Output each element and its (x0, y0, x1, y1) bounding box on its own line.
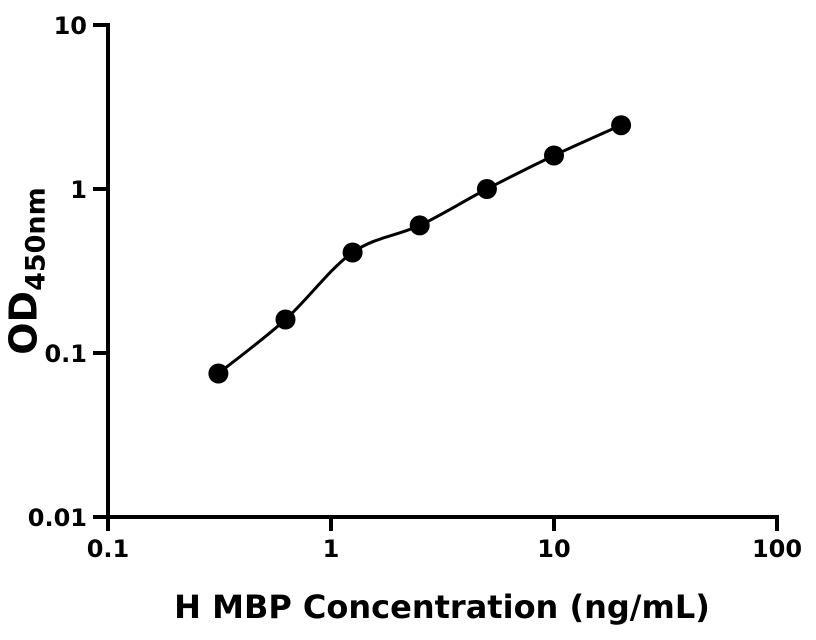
y-tick-label: 1 (70, 176, 87, 204)
data-point (611, 115, 632, 136)
data-point (544, 145, 564, 166)
data-point (208, 363, 229, 384)
y-tick-label: 0.1 (44, 340, 87, 368)
data-point (275, 309, 296, 330)
axis-spines (106, 23, 779, 519)
y-axis-title-main: OD (1, 290, 46, 355)
x-tick-label: 10 (537, 535, 570, 563)
y-axis-title-subscript: 450nm (20, 187, 52, 291)
y-axis-title: OD450nm (1, 187, 52, 355)
x-tick-label: 0.1 (87, 535, 130, 563)
y-tick-label: 0.01 (28, 504, 87, 532)
x-tick-label: 100 (752, 535, 802, 563)
data-point (476, 179, 497, 199)
y-tick-label: 10 (54, 12, 87, 40)
data-point (409, 215, 430, 236)
x-axis-title: H MBP Concentration (ng/mL) (174, 588, 710, 626)
data-point (342, 242, 363, 263)
x-tick-label: 1 (323, 535, 340, 563)
